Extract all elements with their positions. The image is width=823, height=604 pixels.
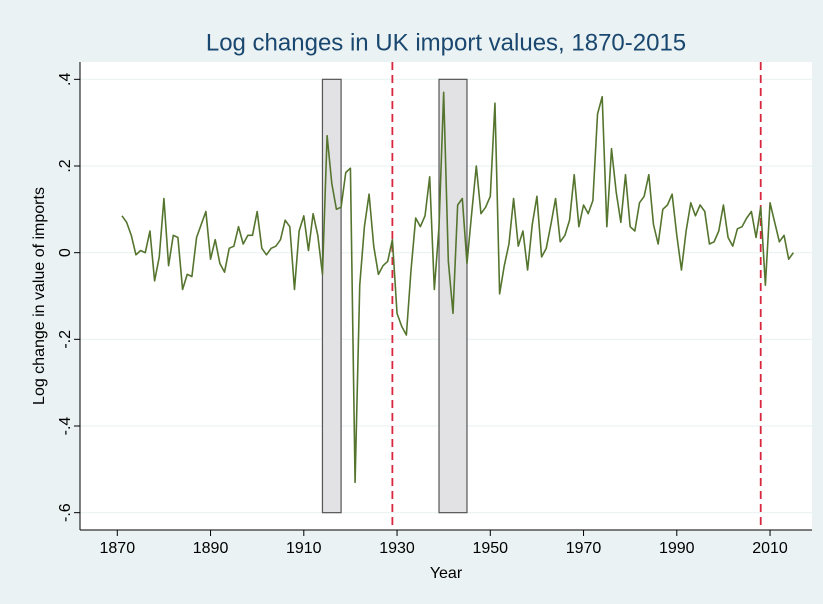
x-tick-label: 1970: [566, 540, 602, 557]
y-tick-label: .4: [57, 73, 74, 86]
y-axis-label: Log change in value of imports: [31, 187, 48, 405]
y-tick-label: .2: [57, 159, 74, 172]
y-tick-label: 0: [57, 248, 74, 257]
shaded-range: [321, 78, 342, 514]
data-line: [121, 91, 795, 484]
y-tick-label: -.2: [57, 330, 74, 349]
x-tick-label: 1870: [100, 540, 136, 557]
x-axis-label: Year: [430, 565, 463, 582]
x-tick-label: 1950: [472, 540, 508, 557]
y-tick-label: -.6: [57, 503, 74, 522]
x-tick-label: 2010: [752, 540, 788, 557]
x-tick-label: 1990: [659, 540, 695, 557]
x-tick-label: 1890: [193, 540, 229, 557]
x-tick-label: 1930: [379, 540, 415, 557]
chart-title: Log changes in UK import values, 1870-20…: [206, 29, 686, 56]
x-tick-label: 1910: [286, 540, 322, 557]
y-tick-label: -.4: [57, 417, 74, 436]
